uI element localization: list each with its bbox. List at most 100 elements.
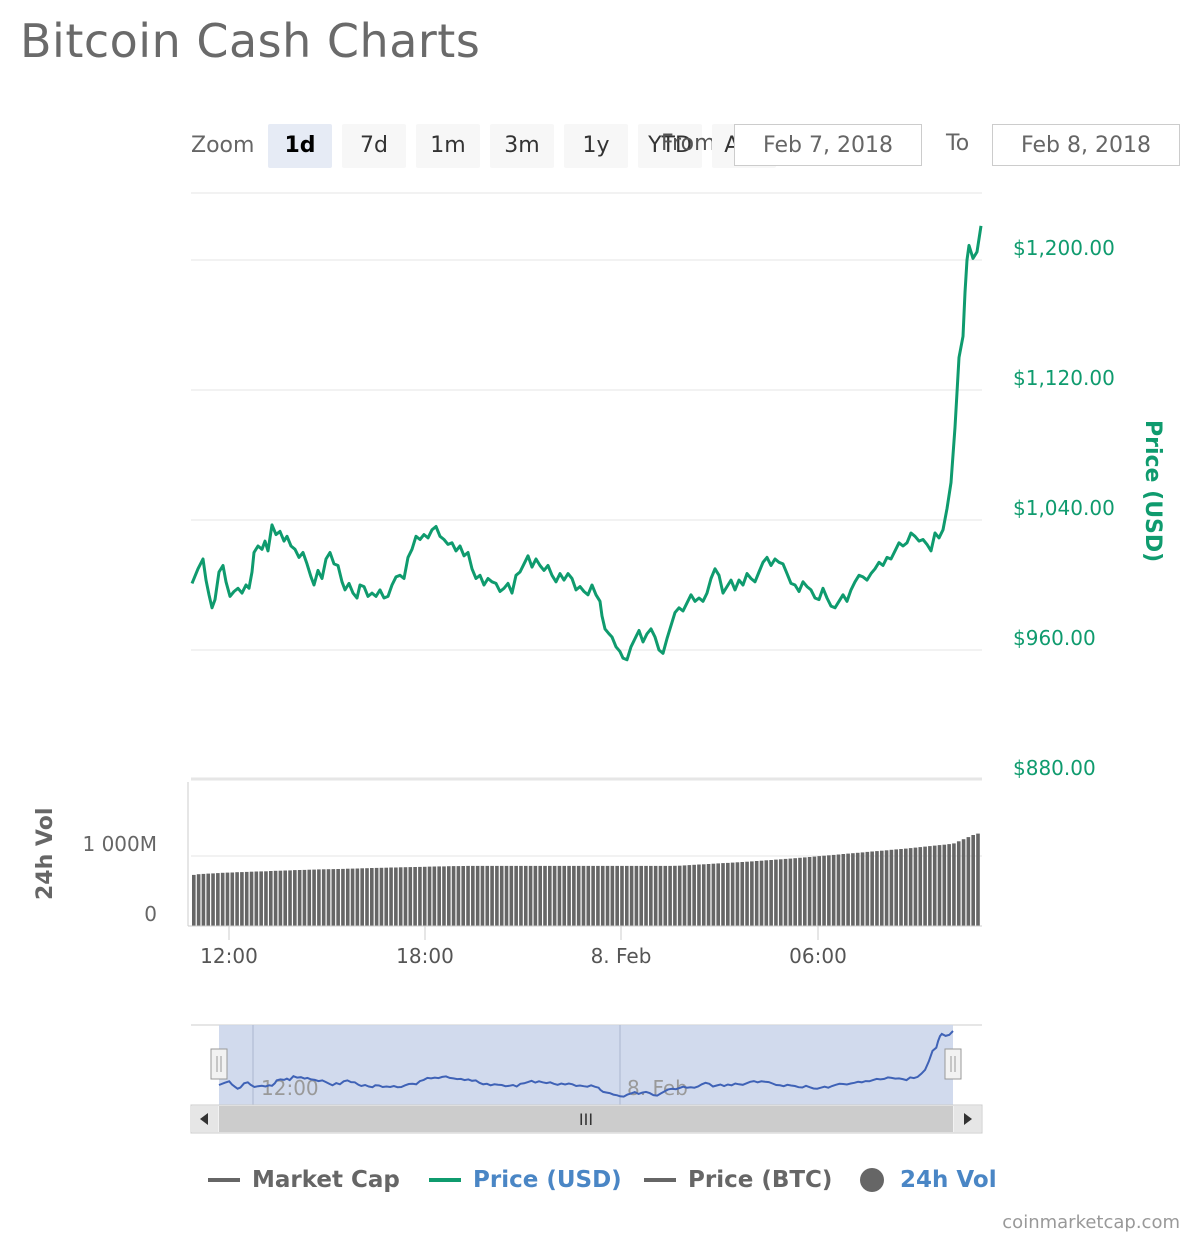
- volume-bar: [461, 866, 466, 926]
- volume-bar: [240, 872, 244, 926]
- legend-market-cap[interactable]: Market Cap: [208, 1163, 400, 1197]
- x-axis: 12:00 18:00 8. Feb 06:00: [200, 926, 847, 968]
- price-usd-line[interactable]: [190, 225, 983, 662]
- volume-bar: [817, 856, 822, 926]
- chart-area: $880.00 $960.00 $1,040.00 $1,120.00 $1,200.0…: [33, 192, 1165, 1134]
- zoom-3m-button[interactable]: 3m: [490, 124, 554, 168]
- volume-bar: [740, 862, 745, 926]
- volume-bar: [889, 849, 894, 926]
- volume-bar: [928, 846, 932, 926]
- zoom-1y-button[interactable]: 1y: [564, 124, 628, 168]
- volume-bar: [884, 850, 889, 926]
- volume-bar: [961, 839, 966, 926]
- volume-bar: [904, 848, 908, 926]
- volume-bar: [745, 861, 749, 926]
- volume-bar: [408, 867, 413, 926]
- legend-line-icon: [644, 1178, 676, 1182]
- volume-bar: [899, 849, 903, 926]
- volume-bar: [855, 852, 860, 926]
- volume-bar: [548, 865, 552, 926]
- volume-bar: [504, 865, 509, 926]
- price-axis-title: Price (USD): [1140, 420, 1165, 562]
- zoom-ytd-button[interactable]: YTD: [638, 124, 702, 168]
- volume-bar: [451, 866, 456, 926]
- volume-bar: [937, 845, 942, 926]
- price-tick-label: $880.00: [1013, 756, 1096, 780]
- legend-label: Price (USD): [473, 1167, 622, 1193]
- volume-bar: [726, 862, 730, 926]
- zoom-1m-button[interactable]: 1m: [416, 124, 480, 168]
- volume-bar: [581, 865, 586, 926]
- volume-bar: [345, 868, 350, 926]
- navigator-selection[interactable]: [219, 1025, 953, 1105]
- volume-bar: [605, 865, 610, 926]
- legend-label: Market Cap: [252, 1167, 400, 1193]
- volume-bar: [471, 865, 475, 926]
- volume-bar: [456, 866, 461, 926]
- volume-bar: [846, 853, 850, 926]
- volume-bar: [196, 874, 201, 926]
- volume-bar: [509, 865, 514, 926]
- volume-bar: [293, 870, 297, 926]
- volume-bar: [822, 855, 826, 926]
- zoom-7d-button[interactable]: 7d: [342, 124, 406, 168]
- scroll-left-button[interactable]: [191, 1106, 218, 1132]
- from-date-input[interactable]: [734, 124, 922, 166]
- zoom-1d-button[interactable]: 1d: [268, 124, 332, 168]
- volume-bar: [875, 851, 879, 926]
- volume-bar: [976, 833, 980, 926]
- volume-bar: [317, 869, 321, 926]
- credit-link[interactable]: coinmarketcap.com: [1002, 1212, 1180, 1233]
- price-tick-label: $1,120.00: [1013, 366, 1115, 390]
- volume-bar: [620, 865, 624, 926]
- to-date-input[interactable]: [992, 124, 1180, 166]
- volume-bar: [831, 854, 836, 926]
- volume-bar: [697, 864, 701, 926]
- volume-bar: [812, 856, 817, 926]
- legend-24h-vol[interactable]: 24h Vol: [860, 1163, 997, 1197]
- volume-bar: [206, 873, 211, 926]
- volume-bar: [754, 861, 759, 926]
- navigator-right-handle[interactable]: [944, 1048, 962, 1080]
- volume-bar: [249, 871, 254, 926]
- x-tick-label: 06:00: [789, 944, 847, 968]
- volume-bar: [235, 872, 239, 926]
- volume-bar: [562, 865, 567, 926]
- volume-bar: [216, 873, 220, 926]
- volume-bar: [567, 865, 571, 926]
- volume-bar: [788, 858, 793, 926]
- volume-bar: [649, 865, 653, 926]
- x-tick-label: 18:00: [396, 944, 454, 968]
- volume-bar: [485, 865, 490, 926]
- volume-bar: [798, 857, 802, 926]
- volume-bar: [519, 865, 523, 926]
- volume-bars: [192, 833, 980, 926]
- volume-bar: [586, 865, 591, 926]
- x-tick-label: 12:00: [200, 944, 258, 968]
- volume-bar: [658, 865, 663, 926]
- volume-bar: [952, 843, 956, 926]
- volume-bar: [543, 865, 547, 926]
- legend-price-usd[interactable]: Price (USD): [429, 1163, 622, 1197]
- volume-bar: [668, 865, 672, 926]
- volume-bar: [307, 869, 312, 926]
- volume-bar: [268, 871, 273, 926]
- volume-bar: [341, 868, 345, 926]
- volume-bar: [576, 865, 581, 926]
- volume-bar: [244, 871, 249, 926]
- legend-price-btc[interactable]: Price (BTC): [644, 1163, 832, 1197]
- volume-bar: [706, 864, 711, 926]
- volume-bar: [750, 861, 754, 926]
- scrollbar-thumb[interactable]: [219, 1106, 953, 1132]
- volume-bar: [721, 863, 725, 926]
- navigator-left-handle[interactable]: [210, 1048, 228, 1080]
- volume-bar: [639, 865, 644, 926]
- volume-bar: [394, 867, 398, 926]
- volume-bar: [533, 865, 538, 926]
- volume-bar: [211, 873, 215, 926]
- navigator: 12:00 8. Feb III: [190, 1024, 983, 1134]
- scroll-right-button[interactable]: [954, 1106, 981, 1132]
- volume-bar: [283, 870, 288, 926]
- volume-bar: [384, 867, 389, 926]
- volume-bar: [894, 849, 899, 926]
